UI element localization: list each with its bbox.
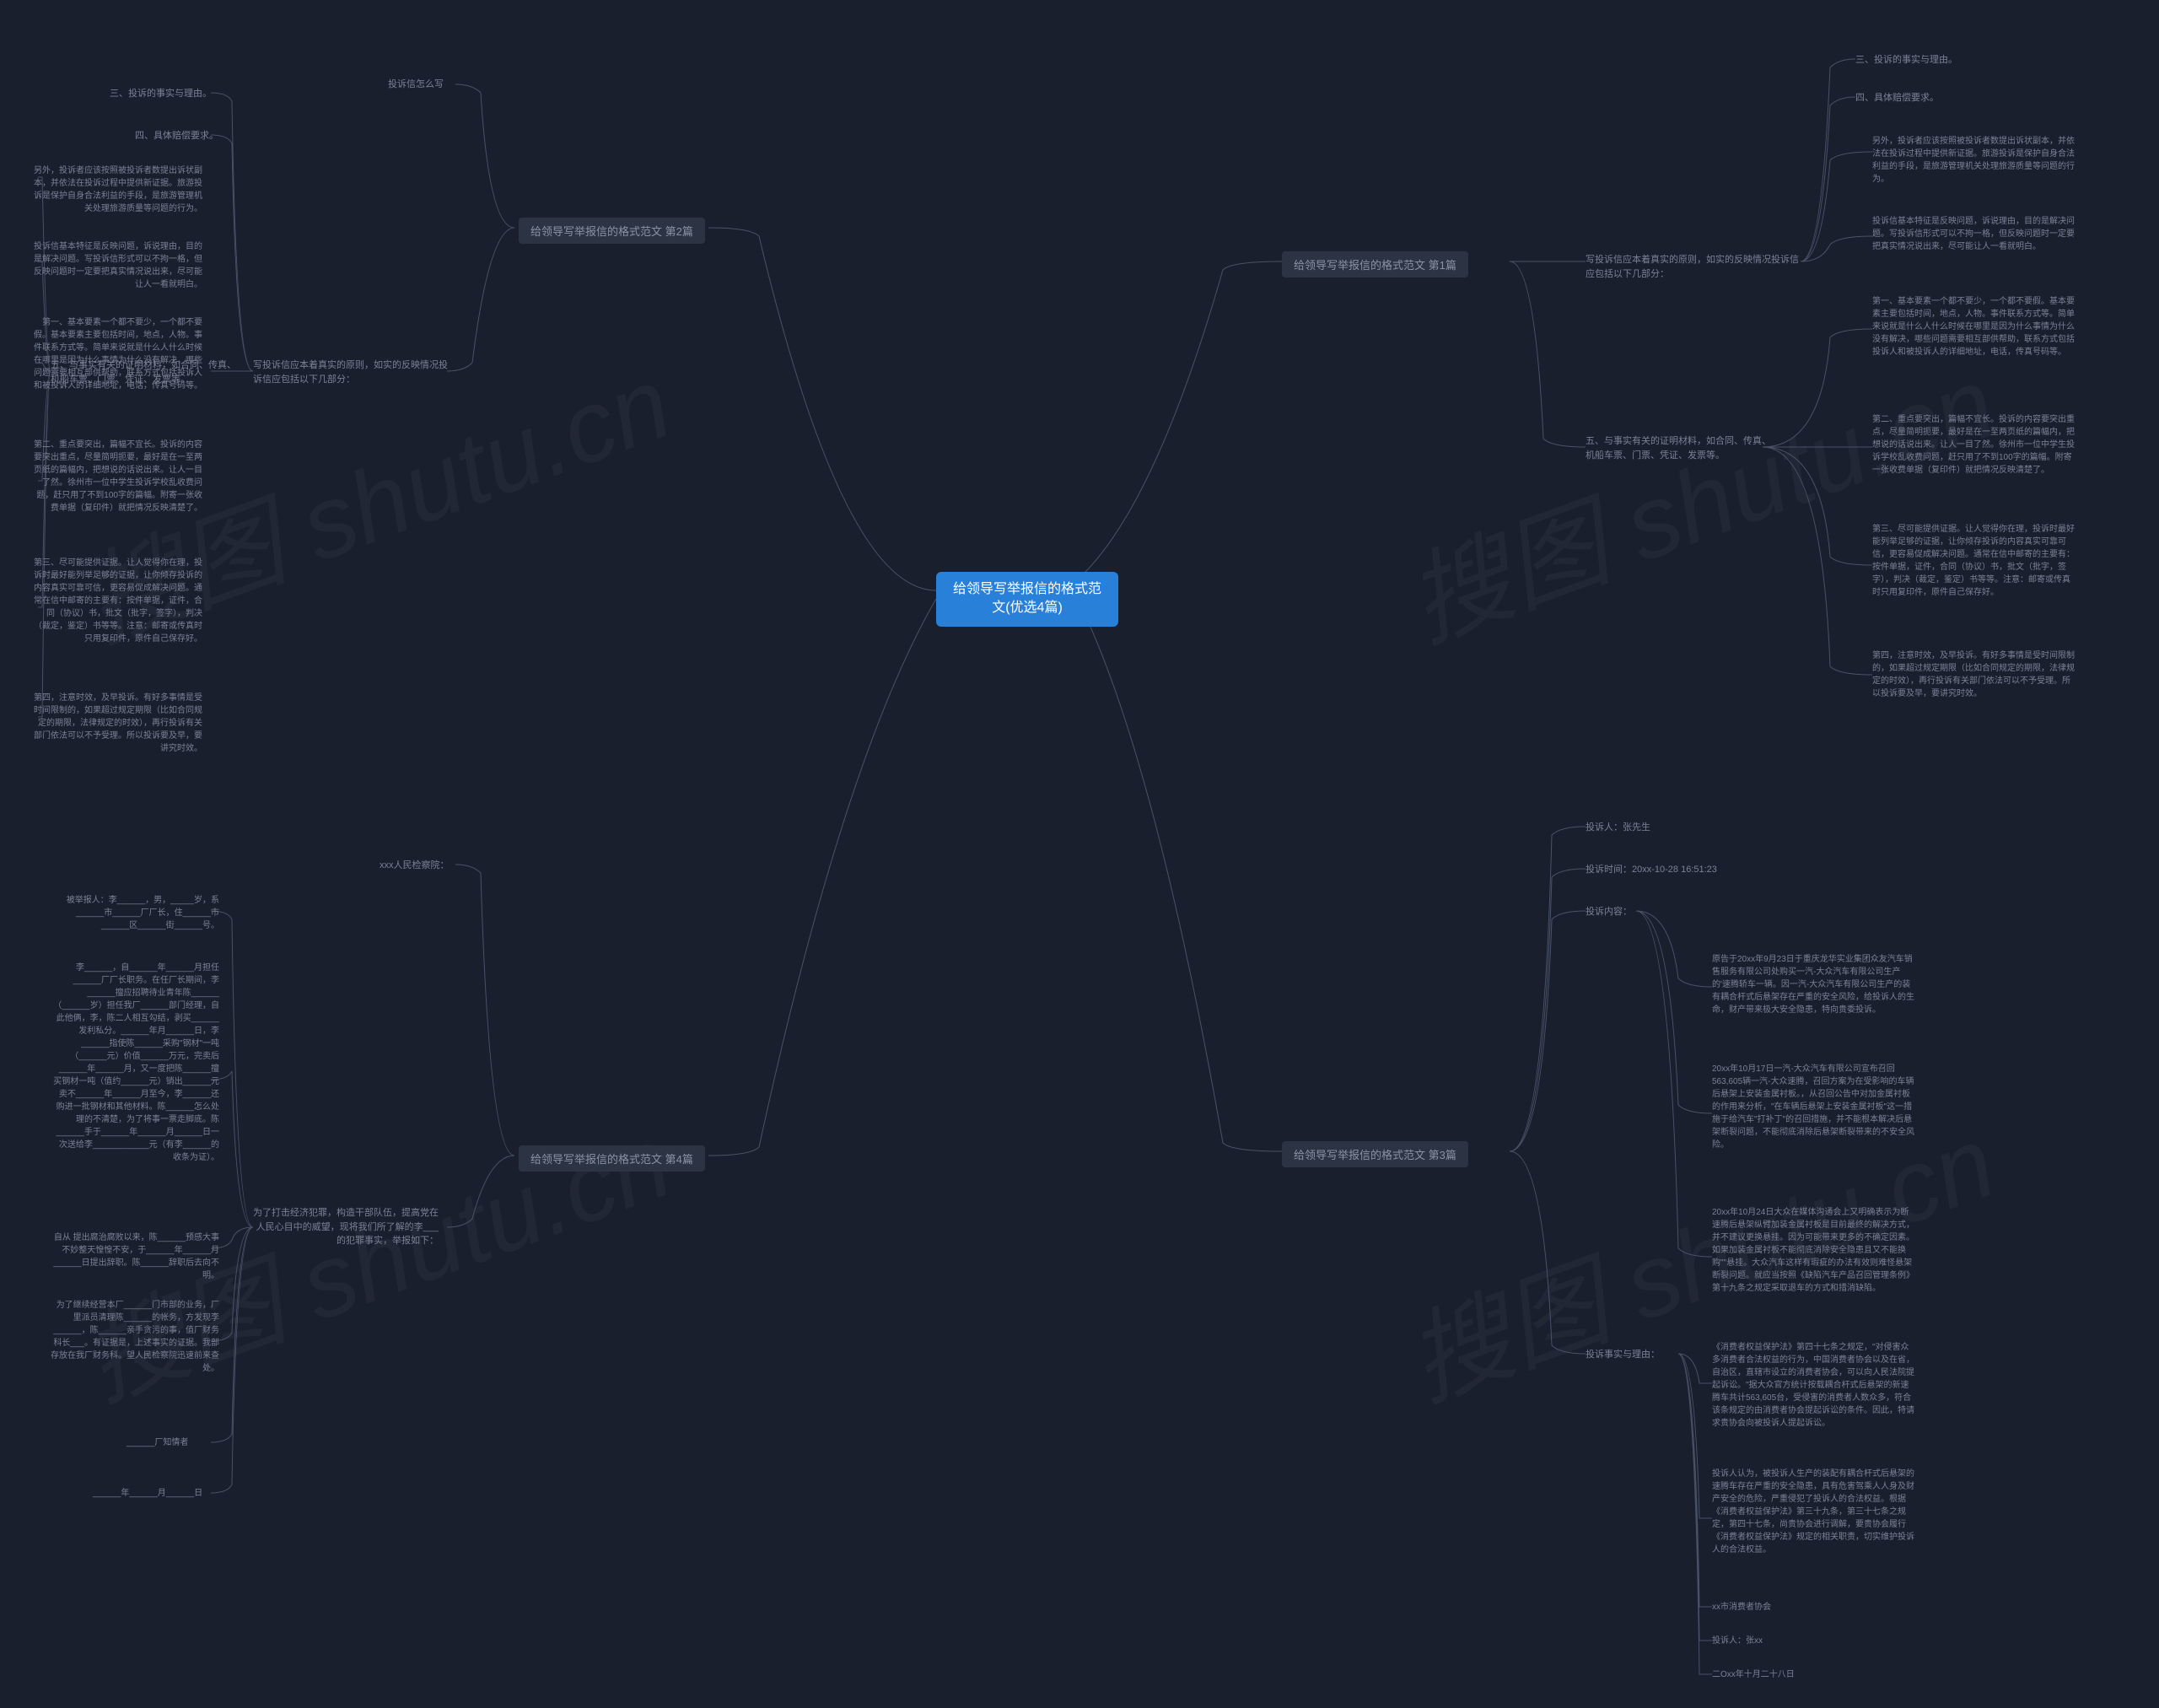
branch1-n1: 写投诉信应本着真实的原则，如实的反映情况投诉信应包括以下几部分： (1586, 253, 1805, 281)
branch3-n2: 投诉时间：20xx-10-28 16:51:23 (1586, 863, 1717, 877)
branch-1: 给领导写举报信的格式范文 第1篇 (1282, 251, 1468, 277)
branch3-n4: 投诉事实与理由： (1586, 1348, 1660, 1362)
branch3-leaf8: 二Oxx年十月二十八日 (1712, 1668, 1795, 1681)
branch2-leaf3: 第一、基本要素一个都不要少，一个都不要假。基本要素主要包括时间，地点，人物。事件… (34, 316, 202, 392)
branch1-leaf6: 第四，注意时效，及早投诉。有好多事情是受时间限制的，如果超过规定期限（比如合同规… (1872, 649, 2075, 700)
branch1-n4: 五、与事实有关的证明材料，如合同、传真、机船车票、门票、凭证、发票等。 (1586, 434, 1771, 462)
branch1-n3: 四、具体赔偿要求。 (1855, 91, 1939, 105)
branch1-leaf1: 另外，投诉者应该按照被投诉者数提出诉状副本，并依法在投诉过程中提供新证据。旅游投… (1872, 135, 2075, 186)
branch3-n1: 投诉人：张先生 (1586, 821, 1650, 835)
branch2-n3: 三、投诉的事实与理由。 (110, 87, 212, 101)
branch1-n2: 三、投诉的事实与理由。 (1855, 53, 1957, 67)
branch4-leaf6: ______年______月______日 (93, 1487, 202, 1500)
branch3-leaf6: xx市消费者协会 (1712, 1601, 1771, 1614)
branch3-leaf3: 20xx年10月24日大众在媒体沟通会上又明确表示为断速腾后悬架纵臂加装金属衬板… (1712, 1206, 1914, 1295)
branch2-n1: 投诉信怎么写 (388, 78, 444, 92)
branch2-leaf4: 第二、重点要突出，篇幅不宜长。投诉的内容要突出重点，尽量简明扼要，最好是在一至两… (34, 439, 202, 515)
branch2-leaf1: 另外，投诉者应该按照被投诉者数提出诉状副本，并依法在投诉过程中提供新证据。旅游投… (34, 164, 202, 215)
branch3-leaf4: 《消费者权益保护法》第四十七条之规定，"对侵害众多消费者合法权益的行为，中国消费… (1712, 1341, 1914, 1430)
branch2-leaf5: 第三、尽可能提供证据。让人觉得你在理，投诉时最好能列举足够的证据，让你倾存投诉的… (34, 557, 202, 645)
branch2-leaf6: 第四，注意时效，及早投诉。有好多事情是受时间限制的，如果超过规定期限（比如合同规… (34, 692, 202, 755)
root-node: 给领导写举报信的格式范 文(优选4篇) (936, 572, 1118, 627)
branch2-n2: 写投诉信应本着真实的原则，如实的反映情况投诉信应包括以下几部分： (253, 358, 455, 386)
branch2-n4: 四、具体赔偿要求。 (135, 129, 218, 143)
branch2-leaf2: 投诉信基本特征是反映问题，诉说理由，目的是解决问题。写投诉信形式可以不拘一格，但… (34, 240, 202, 291)
branch4-leaf3: 自从 提出腐治腐败以来，陈______预感大事不妙整天惶惶不安，于______年… (51, 1231, 219, 1282)
branch4-leaf4: 为了继续经营本厂______门市部的业务，厂里派员清理陈______的帐务，方发… (51, 1299, 219, 1375)
branch1-leaf4: 第二、重点要突出，篇幅不宜长。投诉的内容要突出重点，尽量简明扼要，最好是在一至两… (1872, 413, 2075, 477)
branch-3: 给领导写举报信的格式范文 第3篇 (1282, 1141, 1468, 1167)
branch3-leaf5: 投诉人认为，被投诉人生产的装配有耦合杆式后悬架的速腾车存在严重的安全隐患，具有危… (1712, 1468, 1914, 1556)
branch-4: 给领导写举报信的格式范文 第4篇 (519, 1145, 705, 1172)
branch1-leaf2: 投诉信基本特征是反映问题，诉说理由，目的是解决问题。写投诉信形式可以不拘一格，但… (1872, 215, 2075, 253)
branch3-leaf2: 20xx年10月17日一汽-大众汽车有限公司宣布召回563,605辆一汽-大众速… (1712, 1063, 1914, 1151)
branch-2: 给领导写举报信的格式范文 第2篇 (519, 218, 705, 244)
branch3-n3: 投诉内容： (1586, 905, 1632, 919)
connector-layer (0, 0, 2159, 1708)
branch4-leaf2: 李______，自______年______月担任______厂厂长职务。在任厂… (51, 962, 219, 1164)
branch4-n1: xxx人民检察院： (380, 859, 450, 873)
branch3-leaf7: 投诉人：张xx (1712, 1635, 1763, 1647)
branch4-leaf1: 被举报人：李______，男，_____岁，系______市______厂厂长，… (51, 894, 219, 932)
watermark: 搜图 shutu.cn (1385, 321, 2011, 669)
watermark: 搜图 shutu.cn (1385, 1080, 2011, 1428)
root-title-1: 给领导写举报信的格式范 (953, 582, 1101, 596)
branch1-leaf5: 第三、尽可能提供证据。让人觉得你在理，投诉时最好能列举足够的证据，让你倾存投诉的… (1872, 523, 2075, 599)
branch4-n2: 为了打击经济犯罪，构造干部队伍，提高党在人民心目中的威望，现将我们所了解的李__… (253, 1206, 439, 1248)
branch3-leaf1: 原告于20xx年9月23日于重庆龙华实业集团众友汽车销售服务有限公司处购买一汽-… (1712, 953, 1914, 1016)
branch4-leaf5: ______厂知情者 (127, 1436, 188, 1449)
branch1-leaf3: 第一、基本要素一个都不要少，一个都不要假。基本要素主要包括时间，地点，人物。事件… (1872, 295, 2075, 358)
root-title-2: 文(优选4篇) (992, 601, 1063, 615)
